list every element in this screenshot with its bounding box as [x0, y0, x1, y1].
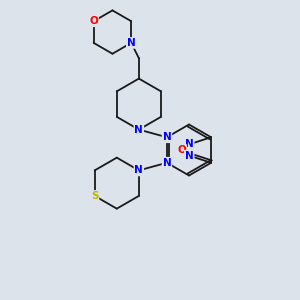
Text: N: N: [127, 38, 136, 48]
Text: N: N: [185, 151, 194, 161]
Text: O: O: [89, 16, 98, 26]
Text: N: N: [163, 158, 171, 168]
Text: O: O: [177, 145, 186, 155]
Text: N: N: [134, 124, 143, 135]
Text: N: N: [134, 165, 143, 176]
Text: S: S: [91, 191, 98, 201]
Text: N: N: [185, 139, 194, 149]
Text: N: N: [163, 132, 171, 142]
